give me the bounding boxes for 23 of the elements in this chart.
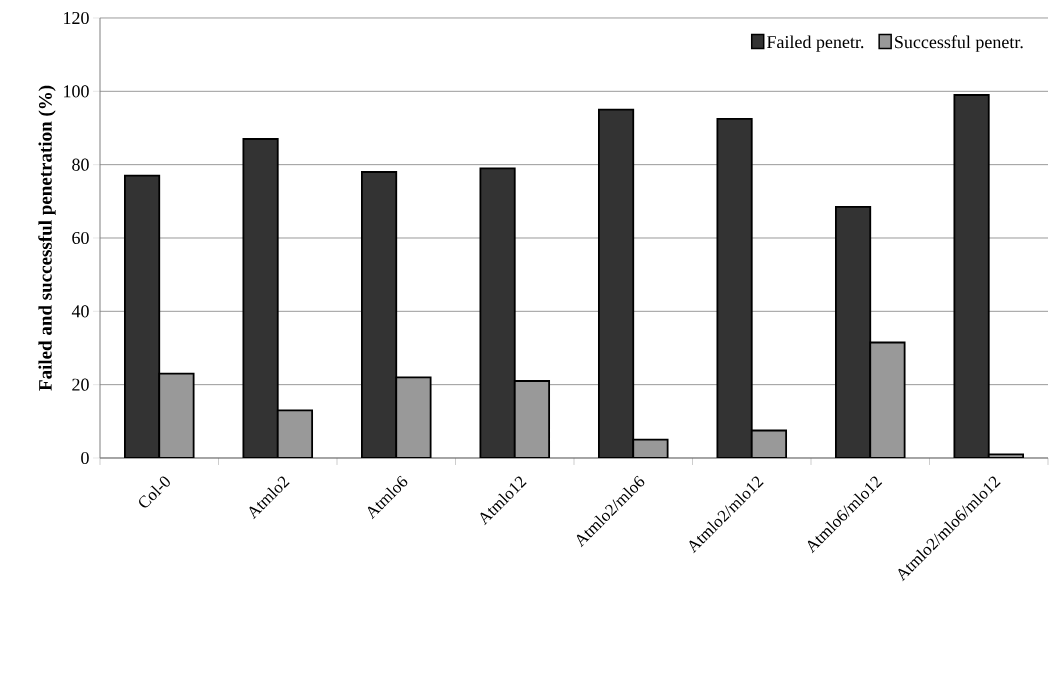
bar bbox=[395, 376, 432, 458]
bar bbox=[869, 341, 906, 458]
bar bbox=[834, 205, 872, 458]
y-tick-label: 20 bbox=[72, 378, 89, 391]
bar bbox=[716, 117, 753, 458]
y-tick-label: 60 bbox=[72, 231, 89, 245]
bar bbox=[953, 94, 990, 458]
y-tick-label: 100 bbox=[64, 85, 89, 98]
bar bbox=[124, 174, 161, 458]
y-axis-title: Failed and successful penetration (%) bbox=[38, 85, 56, 391]
bar bbox=[158, 372, 195, 458]
bar bbox=[360, 171, 398, 458]
bar bbox=[243, 138, 278, 458]
bar bbox=[277, 410, 313, 458]
y-tick-label: 80 bbox=[72, 158, 89, 171]
bar bbox=[513, 380, 551, 458]
bar bbox=[479, 167, 516, 458]
y-tick-label: 0 bbox=[81, 451, 89, 465]
y-tick-label: 40 bbox=[71, 305, 89, 318]
bar bbox=[598, 108, 635, 458]
legend-label: Failed penetr. bbox=[766, 35, 864, 52]
y-tick-label: 120 bbox=[64, 11, 89, 25]
legend-label: Successful penetr. bbox=[895, 35, 1023, 52]
